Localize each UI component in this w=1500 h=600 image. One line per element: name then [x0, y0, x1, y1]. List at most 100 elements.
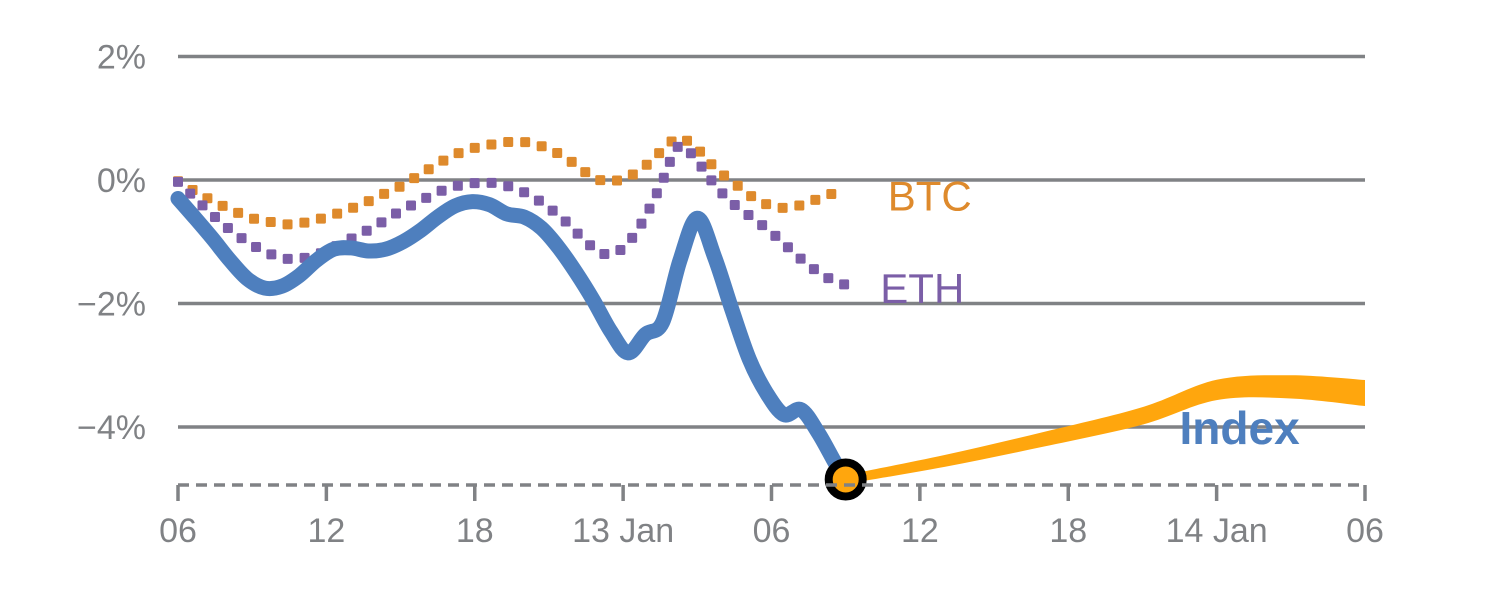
series-dot: [719, 170, 730, 181]
series-dot: [423, 164, 434, 175]
series-dot: [533, 195, 544, 206]
series-dot: [810, 194, 821, 205]
series-dot: [282, 219, 293, 230]
forecast-band: [845, 375, 1365, 484]
series-dot: [552, 148, 563, 159]
now-marker[interactable]: [824, 458, 867, 501]
series-dot: [682, 135, 693, 146]
series-dot: [729, 200, 740, 210]
series-dot: [361, 225, 372, 236]
series-dot: [612, 175, 622, 186]
series-dot: [566, 156, 577, 167]
series-dot: [438, 155, 449, 166]
series-dot: [436, 185, 447, 196]
series-dot: [379, 188, 390, 199]
series-dot: [233, 207, 244, 218]
x-axis-tick-label: 14 Jan: [1166, 512, 1268, 550]
series-dot: [486, 139, 497, 150]
series-dot: [706, 159, 717, 170]
y-axis-labels-group: 2% 0% −2% −4%: [77, 39, 146, 448]
series-dot: [644, 203, 655, 214]
forecast-band-group: [845, 375, 1365, 484]
series-dot: [651, 188, 662, 199]
series-dot: [757, 220, 768, 231]
series-dot: [266, 249, 277, 260]
series-dot: [409, 173, 420, 184]
series-dot: [795, 253, 806, 264]
series-dot: [658, 172, 669, 183]
series-dot: [217, 200, 228, 211]
series-dot: [536, 141, 547, 152]
series-dot: [452, 180, 463, 191]
y-axis-tick-label: 2%: [97, 39, 146, 77]
series-dot: [794, 200, 805, 211]
x-axis-tick-label: 06: [1346, 512, 1384, 550]
series-label-index: Index: [1180, 402, 1301, 454]
x-axis-tick-label: 06: [159, 512, 197, 550]
series-dot: [654, 148, 665, 159]
series-dot: [469, 178, 480, 189]
series-lines-group: [170, 135, 854, 487]
series-dot: [595, 175, 606, 186]
x-axis-tick-label: 06: [753, 512, 791, 550]
series-dot: [520, 137, 531, 148]
series-dot: [706, 175, 717, 186]
series-dot: [469, 142, 480, 153]
series-dot: [315, 213, 326, 224]
x-axis-tick-label: 12: [307, 512, 345, 550]
series-dot: [615, 245, 626, 255]
series-dot: [627, 232, 638, 243]
series-label-btc: BTC: [888, 172, 972, 219]
series-dot: [390, 208, 401, 219]
series-dot: [236, 233, 247, 244]
series-dot: [664, 156, 675, 167]
series-dot: [572, 228, 583, 239]
series-dot: [839, 279, 850, 290]
x-axis-tick-label: 18: [1049, 512, 1087, 550]
x-axis-tick-label: 13 Jan: [572, 512, 674, 550]
now-marker-group: [824, 458, 867, 501]
series-dot: [560, 216, 571, 227]
series-dot: [696, 161, 707, 172]
series-dot: [453, 148, 464, 159]
series-labels-group: BTC ETH Index: [880, 172, 1300, 454]
series-dot: [209, 211, 220, 222]
series-dot: [282, 253, 293, 264]
series-dot: [519, 187, 530, 198]
series-dot: [363, 196, 374, 207]
series-dot: [732, 180, 743, 191]
series-dot: [251, 242, 262, 253]
x-axis-tick-label: 18: [456, 512, 494, 550]
series-dot: [503, 136, 514, 147]
y-axis-tick-label: 0%: [97, 162, 146, 200]
series-dot: [777, 202, 788, 213]
series-dot: [503, 181, 514, 192]
series-dot: [547, 205, 558, 216]
series-dot: [222, 223, 233, 233]
series-dot: [685, 148, 696, 159]
series-dot: [173, 176, 183, 187]
series-dot: [599, 249, 610, 260]
series-dot: [376, 217, 387, 228]
series-dot: [761, 199, 772, 210]
series-dot: [770, 230, 781, 241]
series-dot: [348, 202, 359, 213]
series-dot: [406, 200, 417, 211]
series-dot: [249, 213, 260, 224]
series-dot: [823, 273, 834, 284]
series-dot: [826, 189, 837, 200]
series-dot: [185, 188, 196, 199]
series-dot: [641, 159, 652, 170]
series-dot: [265, 216, 276, 227]
series-dot: [197, 200, 208, 211]
x-axis-group: 06 12 18 13 Jan 06 12 18 14 Jan 06: [159, 483, 1384, 550]
series-dot: [421, 192, 432, 203]
series-dot: [717, 188, 728, 199]
gridlines-group: [178, 54, 1365, 429]
series-dot: [695, 146, 706, 157]
series-dot: [332, 208, 343, 219]
series-dot: [486, 177, 497, 188]
y-axis-tick-label: −4%: [77, 409, 146, 447]
